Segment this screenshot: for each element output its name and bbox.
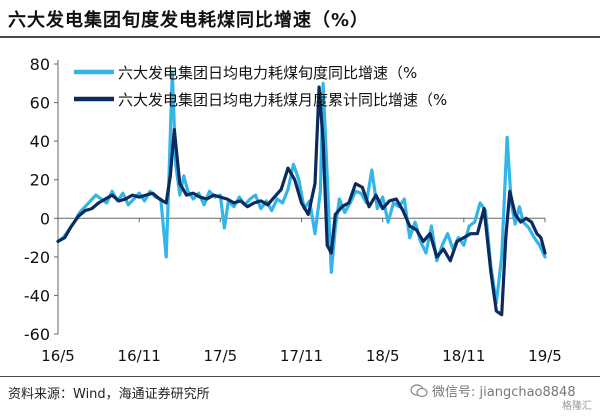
y-tick-label: -20 <box>24 248 50 267</box>
y-tick-label: 0 <box>40 209 50 228</box>
x-tick-label: 18/5 <box>366 347 400 365</box>
y-tick-label: 60 <box>30 94 50 113</box>
x-tick-label: 19/5 <box>528 347 562 365</box>
series-line-2 <box>56 85 547 317</box>
series-line-1 <box>56 70 547 305</box>
line-chart: -60 -40 -20 0 20 40 60 80 16/5 16/11 17/5 17/11 18/5… <box>24 55 562 365</box>
x-tick-label: 17/11 <box>280 347 323 365</box>
corner-watermark: 格隆汇 <box>562 401 592 412</box>
source-note: 资料来源：Wind，海通证券研究所 <box>8 387 210 402</box>
y-tick-label: 40 <box>30 132 50 151</box>
footer-divider <box>0 376 600 377</box>
x-tick-label: 16/5 <box>41 347 75 365</box>
x-tick-label: 18/11 <box>442 347 485 365</box>
y-tick-label: 80 <box>30 55 50 74</box>
legend-label-1: 六大发电集团日均电力耗煤旬度同比增速（% <box>118 64 417 82</box>
wechat-id: 微信号: jiangchao8848 <box>432 385 576 400</box>
title-divider <box>0 36 600 38</box>
x-tick-label: 16/11 <box>118 347 161 365</box>
y-tick-label: -40 <box>24 286 50 305</box>
x-tick-label: 17/5 <box>203 347 237 365</box>
wechat-watermark: 微信号: jiangchao8848 <box>410 381 576 400</box>
y-tick-label: 20 <box>30 171 50 190</box>
wechat-icon <box>410 384 428 398</box>
chart-title: 六大发电集团旬度发电耗煤同比增速（%） <box>8 10 370 31</box>
legend-label-2: 六大发电集团日均电力耗煤月度累计同比增速（% <box>118 91 447 109</box>
y-tick-label: -60 <box>24 325 50 344</box>
